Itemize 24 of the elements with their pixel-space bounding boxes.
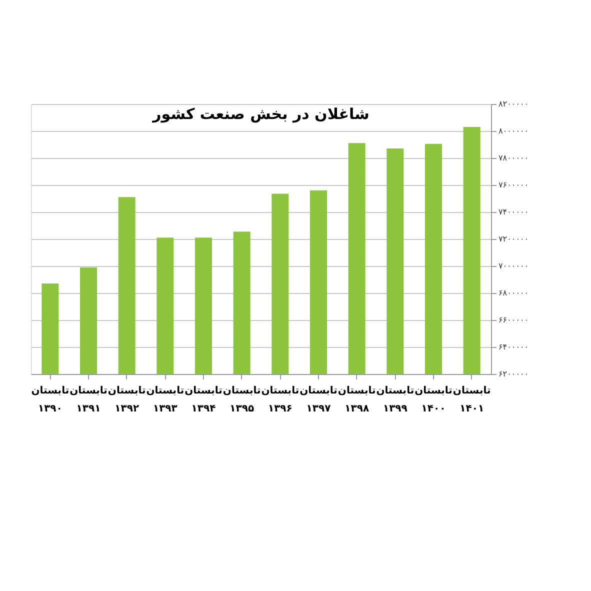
y-tick-label: ۶۸۰۰۰۰۰ xyxy=(498,288,529,298)
y-tick-label: ۸۰۰۰۰۰۰ xyxy=(498,126,529,136)
x-tick-label: تابستان ۱۳۹۲ xyxy=(108,386,146,414)
chart-title: شاغلان در بخش صنعت کشور xyxy=(152,105,370,123)
y-tick-label: ۷۸۰۰۰۰۰ xyxy=(498,154,529,162)
x-tick-label: تابستان ۱۳۹۱ xyxy=(70,386,108,414)
y-tick-label: ۶۶۰۰۰۰۰ xyxy=(498,316,529,324)
y-tick-label: ۷۴۰۰۰۰۰ xyxy=(498,208,529,216)
x-tick-label: تابستان ۱۳۹۰ xyxy=(31,386,70,414)
y-tick-label: ۷۶۰۰۰۰۰ xyxy=(498,180,529,190)
x-tick-label: تابستان ۱۳۹۵ xyxy=(222,386,261,414)
x-tick-label: تابستان ۱۳۹۸ xyxy=(338,386,376,414)
x-tick-label: تابستان ۱۴۰۰ xyxy=(414,386,453,414)
x-tick-label: تابستان ۱۴۰۱ xyxy=(452,386,491,414)
x-tick-label: تابستان ۱۳۹۶ xyxy=(261,386,300,414)
y-tick-label: ۷۲۰۰۰۰۰ xyxy=(498,234,529,244)
y-tick-label: ۶۴۰۰۰۰۰ xyxy=(498,342,529,352)
y-tick-label: ۸۲۰۰۰۰۰ xyxy=(498,100,529,108)
y-tick-label: ۷۰۰۰۰۰۰ xyxy=(498,262,529,270)
x-tick-label: تابستان ۱۳۹۷ xyxy=(300,386,338,414)
x-tick-label: تابستان ۱۳۹۴ xyxy=(184,386,223,414)
x-tick-label: تابستان ۱۳۹۳ xyxy=(146,386,184,414)
x-tick-label: تابستان ۱۳۹۹ xyxy=(376,386,414,414)
y-tick-label: ۶۲۰۰۰۰۰ xyxy=(498,370,529,378)
